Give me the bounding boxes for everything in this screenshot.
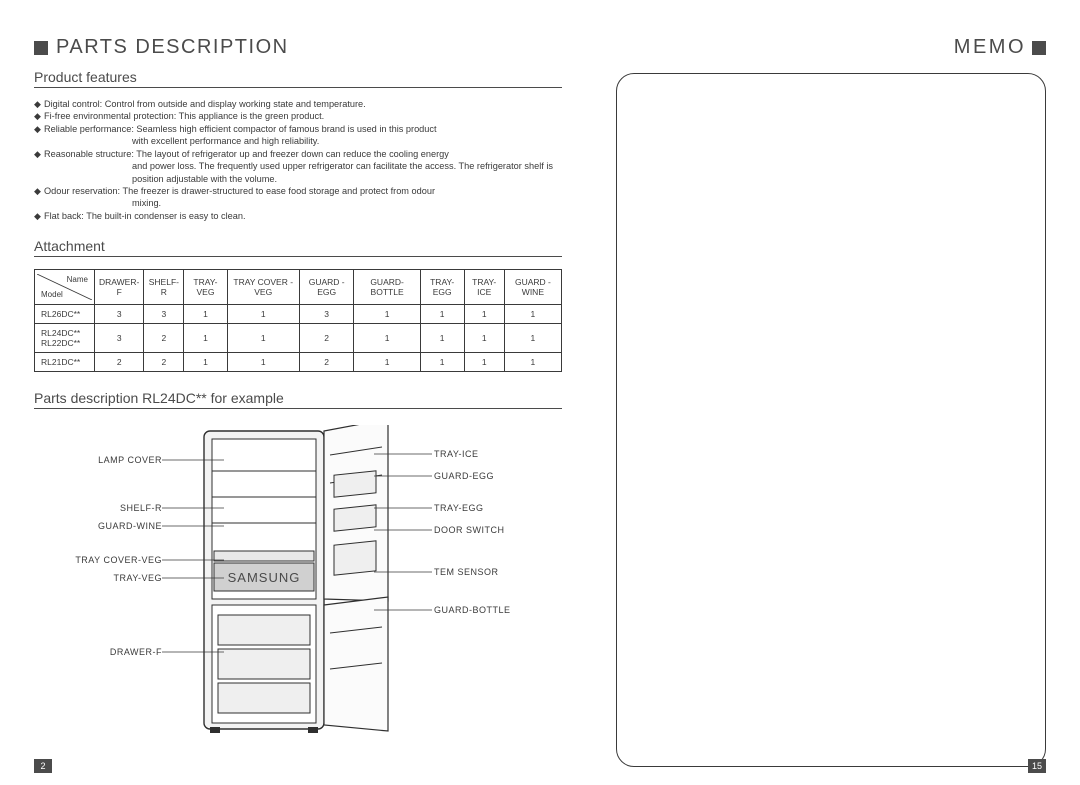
right-column: MEMO [616,36,1046,767]
diagram-heading: Parts description RL24DC** for example [34,390,562,409]
value-cell: 1 [184,324,227,353]
part-label: DRAWER-F [110,647,162,657]
value-cell: 1 [354,353,420,372]
features-list: ◆Digital control: Control from outside a… [34,98,562,222]
part-label: TEM SENSOR [434,567,499,577]
value-cell: 1 [227,353,299,372]
value-cell: 2 [299,324,354,353]
value-cell: 1 [227,305,299,324]
memo-box [616,73,1046,767]
model-cell: RL21DC** [35,353,95,372]
value-cell: 1 [184,305,227,324]
value-cell: 1 [464,353,504,372]
table-row: RL26DC**331131111 [35,305,562,324]
left-header: PARTS DESCRIPTION [34,36,562,59]
parts-diagram: LAMP COVER SHELF-R GUARD-WINE TRAY COVER-VE… [34,425,562,755]
page-number-right: 15 [1028,759,1046,773]
feature-item: ◆Odour reservation: The freezer is drawe… [34,185,562,210]
value-cell: 1 [504,305,561,324]
memo-title: MEMO [954,36,1026,59]
value-cell: 2 [95,353,144,372]
part-label: GUARD-BOTTLE [434,605,511,615]
value-cell: 3 [144,305,184,324]
part-label: DOOR SWITCH [434,525,505,535]
part-label: TRAY-ICE [434,449,479,459]
feature-item: ◆Digital control: Control from outside a… [34,98,562,110]
page: PARTS DESCRIPTION Product features ◆Digi… [0,0,1080,785]
features-heading: Product features [34,69,562,88]
table-header: TRAY-ICE [464,270,504,305]
table-row: RL24DC** RL22DC**321121111 [35,324,562,353]
square-icon [1032,41,1046,55]
value-cell: 1 [227,324,299,353]
model-cell: RL24DC** RL22DC** [35,324,95,353]
square-icon [34,41,48,55]
value-cell: 1 [504,353,561,372]
value-cell: 3 [95,305,144,324]
part-label: GUARD-WINE [98,521,162,531]
part-label: TRAY-VEG [113,573,162,583]
right-header: MEMO [616,36,1046,59]
page-number-left: 2 [34,759,52,773]
part-label: GUARD-EGG [434,471,494,481]
value-cell: 1 [420,324,464,353]
value-cell: 1 [354,324,420,353]
page-title: PARTS DESCRIPTION [56,36,289,59]
value-cell: 3 [95,324,144,353]
table-corner-cell: NameModel [35,270,95,305]
value-cell: 1 [464,324,504,353]
value-cell: 2 [144,324,184,353]
left-column: PARTS DESCRIPTION Product features ◆Digi… [34,36,562,767]
value-cell: 1 [504,324,561,353]
value-cell: 2 [144,353,184,372]
fridge-illustration: SAMSUNG [184,425,404,735]
table-header: DRAWER-F [95,270,144,305]
value-cell: 1 [420,305,464,324]
brand-text: SAMSUNG [228,570,301,585]
attachment-table: NameModelDRAWER-FSHELF-RTRAY-VEGTRAY COV… [34,269,562,372]
table-row: RL21DC**221121111 [35,353,562,372]
value-cell: 1 [420,353,464,372]
two-column-layout: PARTS DESCRIPTION Product features ◆Digi… [34,36,1046,767]
feature-item: ◆Reasonable structure: The layout of ref… [34,148,562,185]
table-header: TRAY-VEG [184,270,227,305]
feature-item: ◆Flat back: The built-in condenser is ea… [34,210,562,222]
part-label: TRAY COVER-VEG [75,555,162,565]
part-label: TRAY-EGG [434,503,484,513]
value-cell: 1 [354,305,420,324]
table-header: GUARD -EGG [299,270,354,305]
value-cell: 3 [299,305,354,324]
table-header: GUARD- BOTTLE [354,270,420,305]
model-cell: RL26DC** [35,305,95,324]
attachment-heading: Attachment [34,238,562,257]
value-cell: 1 [184,353,227,372]
table-header: TRAY-EGG [420,270,464,305]
value-cell: 1 [464,305,504,324]
table-header: GUARD -WINE [504,270,561,305]
feature-item: ◆Reliable performance: Seamless high eff… [34,123,562,148]
table-header: TRAY COVER -VEG [227,270,299,305]
value-cell: 2 [299,353,354,372]
feature-item: ◆Fi-free environmental protection: This … [34,110,562,122]
part-label: SHELF-R [120,503,162,513]
part-label: LAMP COVER [98,455,162,465]
table-header: SHELF-R [144,270,184,305]
